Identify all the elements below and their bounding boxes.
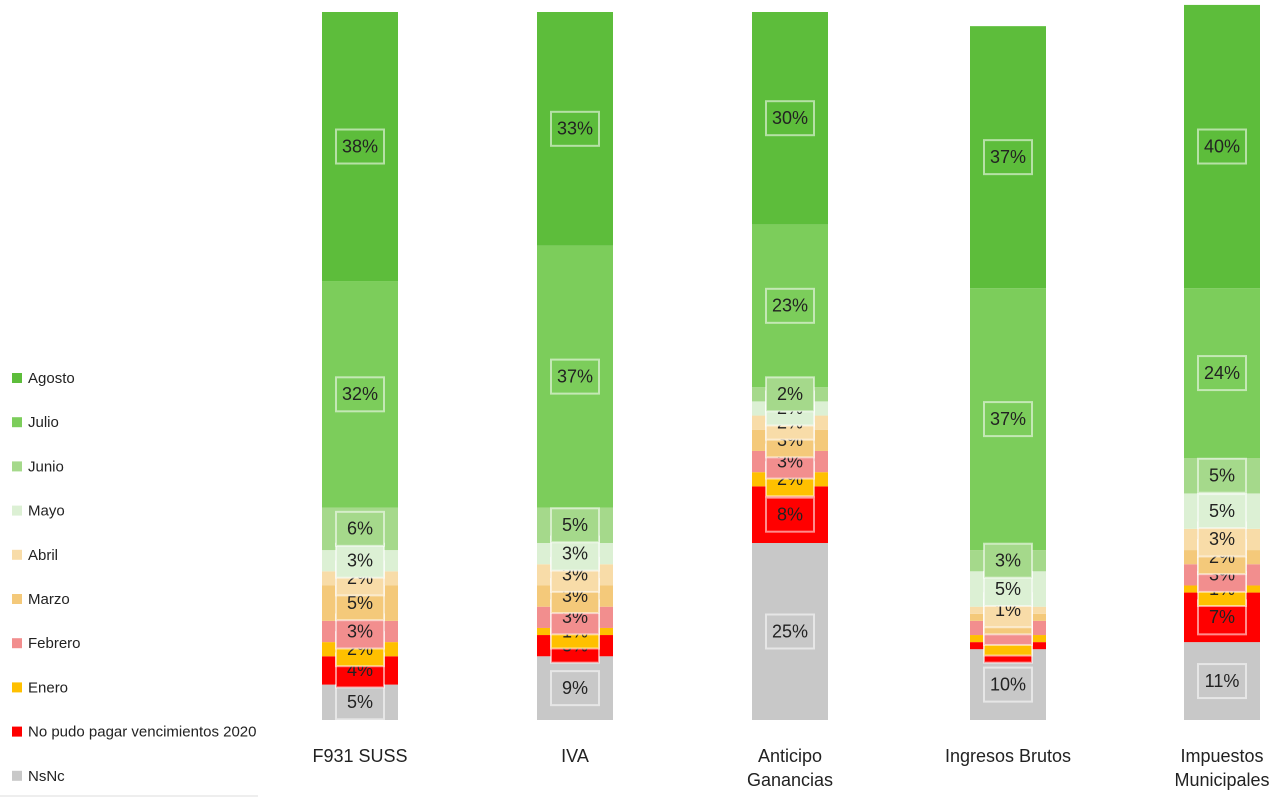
data-label-box	[765, 613, 815, 650]
legend-label: Junio	[28, 458, 64, 475]
data-label: 11%	[1205, 671, 1240, 691]
data-label-box	[335, 510, 385, 547]
data-label: 3%	[1209, 529, 1235, 549]
data-label-box	[335, 376, 385, 413]
legend-label: Febrero	[28, 635, 81, 652]
data-label-box	[550, 507, 600, 544]
data-label: 38%	[342, 136, 378, 156]
data-label-box	[1197, 493, 1247, 530]
legend-swatch	[12, 638, 22, 649]
legend-label: No pudo pagar vencimientos 2020	[28, 724, 257, 741]
x-tick-label: Impuestos Municipales	[1174, 746, 1270, 790]
data-label: 7%	[1209, 607, 1235, 627]
x-tick-label: F931 SUSS	[312, 746, 408, 766]
data-label: 9%	[562, 678, 588, 698]
data-label: 3%	[347, 550, 373, 570]
legend-swatch	[12, 373, 22, 383]
legend-label: Agosto	[28, 370, 75, 387]
data-label: 5%	[995, 579, 1021, 599]
data-label: 2%	[777, 384, 803, 404]
data-label: 30%	[772, 108, 808, 128]
legend-swatch	[12, 770, 22, 781]
data-label: 5%	[347, 593, 373, 613]
legend-label: Marzo	[28, 591, 70, 608]
data-label-box	[1197, 355, 1247, 392]
data-label-box	[983, 139, 1033, 176]
data-label-box	[765, 100, 815, 137]
legend-label: Abril	[28, 547, 58, 564]
x-tick-label: Anticipo Ganancias	[746, 746, 834, 790]
legend-swatch	[12, 549, 22, 560]
data-label: 40%	[1204, 136, 1240, 156]
legend-swatch	[12, 682, 22, 693]
data-label: 3%	[995, 550, 1021, 570]
data-label-box	[983, 542, 1033, 579]
data-label-box	[1197, 457, 1247, 494]
data-label-box	[765, 376, 815, 413]
data-label: 23%	[772, 296, 808, 316]
legend-label: Mayo	[28, 503, 65, 520]
data-label: 33%	[557, 119, 593, 139]
x-tick-label: Ingresos Brutos	[944, 746, 1072, 766]
data-label-box	[550, 110, 600, 147]
data-label: 10%	[990, 674, 1026, 694]
data-label: 3%	[347, 621, 373, 641]
data-label-box	[335, 542, 385, 579]
legend-swatch	[12, 726, 22, 737]
legend-label: Enero	[28, 679, 68, 696]
data-label-box	[1197, 128, 1247, 165]
data-label: 37%	[557, 366, 593, 386]
legend-swatch	[12, 505, 22, 516]
data-label-box	[1197, 663, 1247, 700]
data-label: 3%	[562, 543, 588, 563]
data-label: 37%	[990, 147, 1026, 167]
data-label-box	[983, 401, 1033, 438]
data-label-box	[765, 496, 815, 533]
data-label: 6%	[347, 519, 373, 539]
data-label: 5%	[562, 515, 588, 535]
x-tick-label: IVA	[561, 746, 589, 766]
data-label: 5%	[1209, 465, 1235, 485]
data-label: 8%	[777, 504, 803, 524]
data-label: 5%	[1209, 501, 1235, 521]
legend-label: Julio	[28, 414, 59, 431]
data-label: 5%	[347, 692, 373, 712]
legend-swatch	[12, 594, 22, 604]
data-label-box	[335, 128, 385, 165]
legend-swatch	[12, 417, 22, 428]
data-label-box	[550, 670, 600, 707]
data-label: 37%	[990, 409, 1026, 429]
data-label-box	[550, 358, 600, 395]
data-label: 24%	[1204, 363, 1240, 383]
legend-swatch	[12, 461, 22, 472]
data-label: 32%	[342, 384, 378, 404]
data-label: 25%	[772, 621, 808, 641]
data-label-box	[983, 666, 1033, 703]
data-label-box	[765, 287, 815, 324]
legend-label: NsNc	[28, 768, 65, 785]
